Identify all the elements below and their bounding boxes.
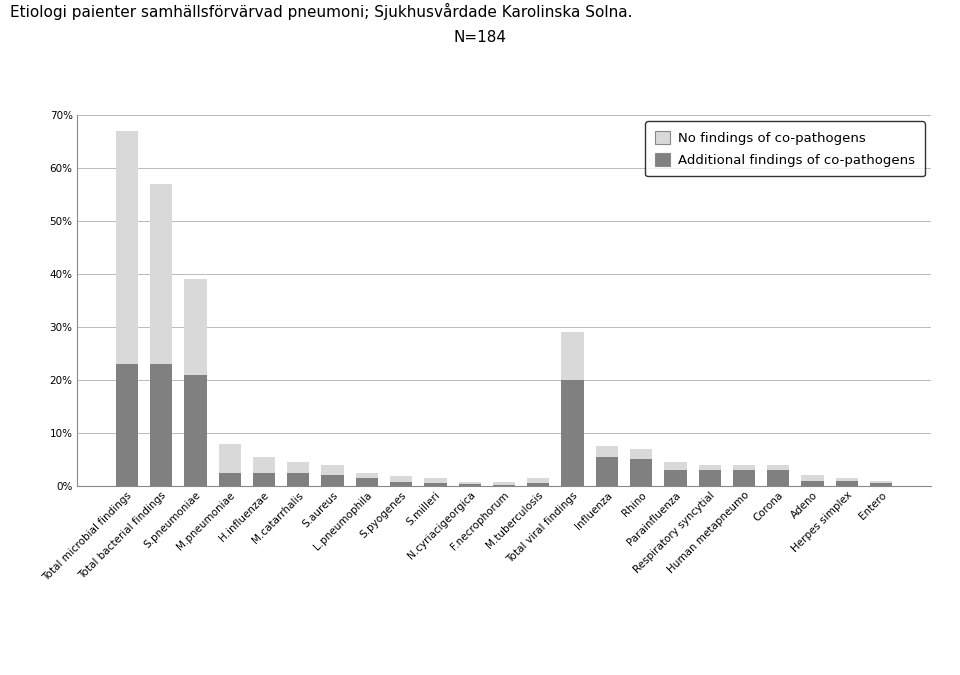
- Bar: [596, 457, 618, 486]
- Bar: [630, 449, 652, 460]
- Bar: [150, 184, 172, 364]
- Bar: [699, 470, 721, 486]
- Bar: [115, 364, 138, 486]
- Bar: [596, 446, 618, 457]
- Bar: [767, 470, 789, 486]
- Bar: [184, 279, 206, 375]
- Legend: No findings of co-pathogens, Additional findings of co-pathogens: No findings of co-pathogens, Additional …: [645, 122, 924, 176]
- Bar: [664, 462, 686, 470]
- Bar: [562, 332, 584, 380]
- Bar: [870, 481, 893, 483]
- Bar: [492, 485, 516, 486]
- Bar: [836, 478, 858, 481]
- Bar: [219, 472, 241, 486]
- Bar: [424, 478, 446, 483]
- Bar: [562, 380, 584, 486]
- Bar: [150, 364, 172, 486]
- Bar: [630, 460, 652, 486]
- Bar: [252, 457, 276, 472]
- Text: N=184: N=184: [453, 30, 507, 45]
- Bar: [836, 481, 858, 486]
- Bar: [322, 465, 344, 475]
- Bar: [356, 478, 378, 486]
- Bar: [664, 470, 686, 486]
- Bar: [802, 475, 824, 481]
- Bar: [732, 470, 756, 486]
- Bar: [115, 131, 138, 364]
- Bar: [459, 485, 481, 486]
- Bar: [459, 482, 481, 485]
- Bar: [219, 443, 241, 472]
- Bar: [184, 375, 206, 486]
- Bar: [527, 483, 549, 486]
- Bar: [424, 483, 446, 486]
- Bar: [699, 465, 721, 470]
- Bar: [390, 477, 412, 482]
- Bar: [870, 483, 893, 486]
- Bar: [287, 462, 309, 472]
- Bar: [732, 465, 756, 470]
- Bar: [252, 472, 276, 486]
- Bar: [322, 475, 344, 486]
- Bar: [287, 472, 309, 486]
- Bar: [492, 482, 516, 485]
- Bar: [802, 481, 824, 486]
- Bar: [767, 465, 789, 470]
- Bar: [356, 472, 378, 478]
- Bar: [527, 478, 549, 483]
- Bar: [390, 482, 412, 486]
- Text: Etiologi paienter samhällsförvärvad pneumoni; Sjukhusvårdade Karolinska Solna.: Etiologi paienter samhällsförvärvad pneu…: [10, 3, 632, 20]
